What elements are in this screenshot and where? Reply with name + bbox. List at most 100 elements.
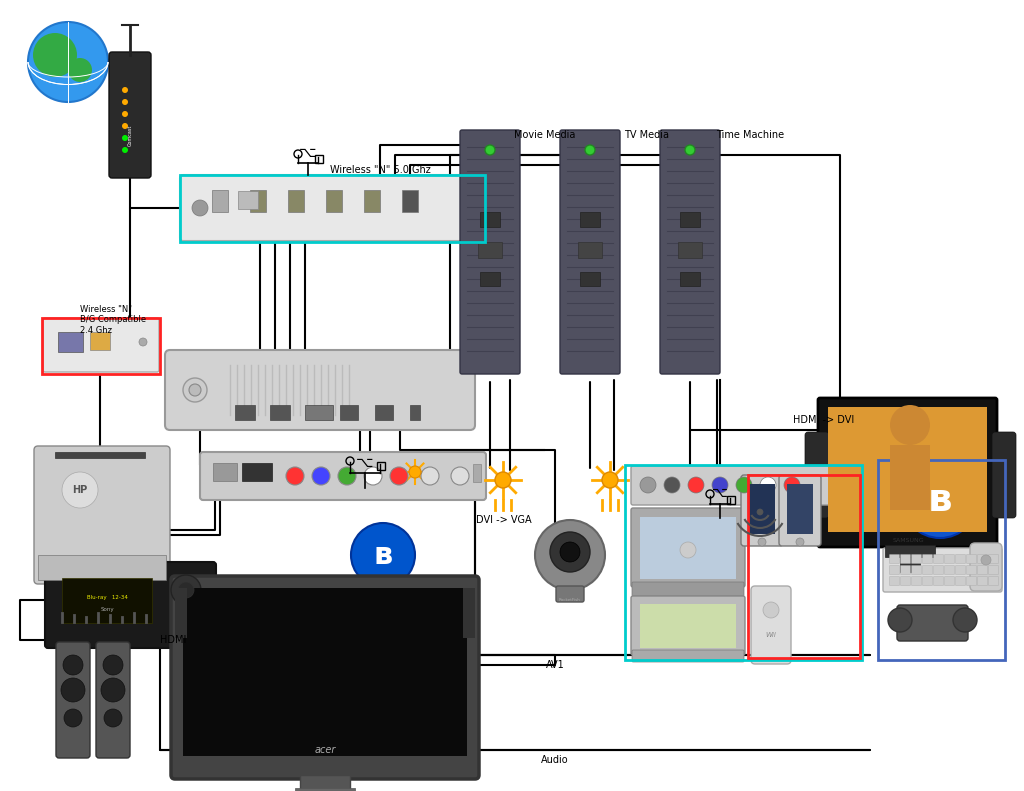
Bar (175, 588, 187, 638)
Text: Wii: Wii (766, 632, 776, 638)
Bar (580, 272, 600, 286)
Text: RocketFish: RocketFish (559, 598, 581, 602)
Text: Blu-ray   12-34: Blu-ray 12-34 (87, 596, 127, 600)
FancyBboxPatch shape (988, 577, 998, 585)
FancyBboxPatch shape (890, 577, 899, 585)
Bar (402, 190, 418, 212)
Circle shape (760, 477, 776, 493)
FancyBboxPatch shape (180, 175, 484, 241)
Text: AV1: AV1 (546, 660, 564, 670)
Bar (375, 405, 393, 420)
Bar (480, 272, 500, 286)
Bar (62, 578, 152, 623)
Circle shape (65, 709, 82, 727)
FancyBboxPatch shape (165, 350, 475, 430)
FancyBboxPatch shape (890, 554, 899, 563)
FancyBboxPatch shape (970, 543, 1002, 591)
Circle shape (63, 655, 83, 675)
FancyBboxPatch shape (944, 554, 954, 563)
Bar (300, 775, 350, 790)
Bar (878, 460, 1005, 660)
FancyBboxPatch shape (900, 577, 910, 585)
Circle shape (171, 575, 201, 605)
Bar (727, 496, 735, 504)
FancyBboxPatch shape (751, 586, 791, 664)
Bar (678, 242, 702, 258)
Bar (58, 332, 83, 352)
FancyBboxPatch shape (56, 642, 90, 758)
FancyBboxPatch shape (923, 554, 933, 563)
FancyBboxPatch shape (967, 554, 977, 563)
Bar (270, 405, 290, 420)
Circle shape (338, 467, 356, 485)
FancyBboxPatch shape (978, 577, 987, 585)
Bar (90, 332, 110, 350)
Text: HDMI: HDMI (160, 635, 186, 645)
Circle shape (421, 467, 439, 485)
Text: SAMSUNG: SAMSUNG (892, 538, 924, 543)
FancyBboxPatch shape (741, 475, 783, 546)
Bar (640, 517, 736, 579)
Circle shape (758, 538, 766, 546)
FancyBboxPatch shape (967, 577, 977, 585)
FancyBboxPatch shape (631, 466, 850, 505)
Circle shape (61, 678, 85, 702)
FancyBboxPatch shape (109, 52, 151, 178)
FancyBboxPatch shape (944, 577, 954, 585)
Text: ⌥: ⌥ (356, 455, 374, 470)
Text: Wireless "N"
B/G Compatible
2.4 Ghz: Wireless "N" B/G Compatible 2.4 Ghz (80, 305, 146, 335)
FancyBboxPatch shape (883, 548, 1002, 592)
Bar (680, 272, 700, 286)
Circle shape (122, 111, 128, 117)
Circle shape (286, 467, 304, 485)
Bar (473, 464, 481, 482)
Text: ⌥: ⌥ (712, 486, 728, 500)
Circle shape (902, 462, 978, 538)
Circle shape (103, 655, 123, 675)
Text: Comcast: Comcast (128, 124, 132, 146)
FancyBboxPatch shape (556, 586, 584, 602)
Bar (900, 557, 920, 572)
Bar (749, 484, 775, 534)
Text: ʙ: ʙ (374, 540, 392, 570)
FancyBboxPatch shape (43, 318, 159, 372)
Circle shape (763, 602, 779, 618)
Bar (478, 242, 502, 258)
Bar (377, 462, 385, 470)
Circle shape (409, 466, 421, 478)
Text: Audio: Audio (542, 755, 568, 765)
FancyBboxPatch shape (900, 554, 910, 563)
Bar (213, 463, 237, 481)
Circle shape (62, 472, 98, 508)
FancyBboxPatch shape (632, 582, 744, 596)
FancyBboxPatch shape (818, 398, 997, 547)
FancyBboxPatch shape (96, 642, 130, 758)
Text: HP: HP (73, 485, 88, 495)
FancyBboxPatch shape (632, 650, 744, 662)
Circle shape (664, 477, 680, 493)
Circle shape (351, 523, 415, 587)
Bar (625, 465, 862, 660)
Circle shape (122, 123, 128, 129)
Circle shape (312, 467, 330, 485)
Circle shape (28, 22, 108, 102)
Circle shape (33, 33, 77, 77)
FancyBboxPatch shape (978, 554, 987, 563)
FancyBboxPatch shape (923, 577, 933, 585)
Circle shape (560, 542, 580, 562)
Circle shape (736, 477, 752, 493)
FancyBboxPatch shape (34, 446, 170, 584)
Circle shape (784, 477, 800, 493)
Bar (410, 405, 420, 420)
FancyBboxPatch shape (911, 554, 922, 563)
Text: TV Media: TV Media (625, 130, 670, 140)
FancyBboxPatch shape (171, 576, 479, 779)
Bar (578, 242, 602, 258)
FancyBboxPatch shape (955, 554, 966, 563)
Circle shape (101, 678, 125, 702)
FancyBboxPatch shape (944, 566, 954, 574)
Bar (212, 190, 228, 212)
FancyBboxPatch shape (978, 566, 987, 574)
Bar (288, 190, 304, 212)
FancyBboxPatch shape (988, 554, 998, 563)
